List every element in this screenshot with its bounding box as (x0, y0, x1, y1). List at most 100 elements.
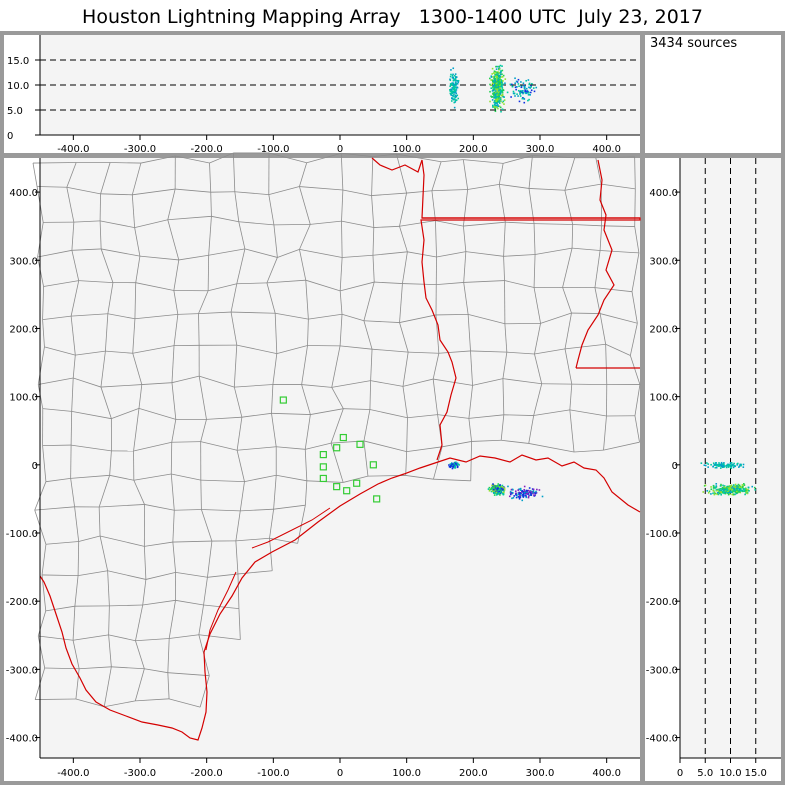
tick-label: 400.0 (592, 768, 621, 779)
lightning-source (491, 99, 494, 101)
lightning-source (454, 101, 457, 103)
county-line (203, 577, 208, 606)
county-line (305, 280, 309, 320)
county-line (301, 384, 332, 388)
lightning-source (501, 108, 504, 111)
county-line (505, 221, 535, 225)
county-line (372, 227, 375, 256)
county-line (233, 345, 238, 388)
county-line (171, 382, 177, 420)
county-line (369, 380, 372, 410)
county-line (109, 450, 112, 476)
lightning-source (743, 490, 746, 493)
lightning-source (502, 491, 505, 494)
lightning-source (501, 69, 504, 72)
county-line (370, 380, 404, 387)
county-line (98, 506, 101, 537)
lightning-source (522, 490, 524, 493)
lma-stations (279, 396, 381, 503)
county-line (372, 153, 397, 158)
county-line (72, 606, 76, 641)
lightning-source (499, 494, 501, 496)
tick-label: 10.0 (7, 81, 29, 92)
lightning-source (494, 107, 497, 110)
county-line (198, 313, 200, 346)
lightning-source (720, 463, 723, 466)
lightning-source (740, 487, 742, 490)
lightning-source (517, 95, 519, 97)
lightning-source (715, 488, 718, 491)
lightning-source (491, 67, 494, 70)
county-line (435, 220, 437, 258)
tick-label: 5.0 (7, 106, 23, 117)
county-line (431, 190, 436, 221)
lightning-source (721, 490, 724, 493)
county-line (231, 311, 276, 314)
lightning-source (450, 69, 452, 71)
county-line (139, 255, 179, 261)
lightning-source (541, 495, 544, 498)
lightning-source (700, 462, 703, 464)
lightning-source (499, 491, 502, 493)
lightning-source (717, 491, 720, 494)
lightning-source (516, 93, 518, 95)
county-line (238, 221, 274, 226)
lightning-source (499, 484, 501, 486)
lightning-source (742, 490, 744, 493)
lightning-source (449, 92, 452, 95)
county-line (305, 279, 341, 292)
county-line (134, 227, 141, 257)
county-line (109, 604, 143, 607)
lightning-source (721, 465, 724, 468)
lightning-source (734, 483, 737, 486)
county-line (399, 226, 408, 252)
lightning-source (723, 463, 725, 466)
lightning-source (451, 87, 454, 89)
lightning-source (496, 82, 499, 85)
lightning-source (728, 492, 730, 495)
lightning-source (515, 88, 517, 91)
county-line (562, 248, 573, 288)
lightning-source (453, 95, 455, 98)
lightning-source (456, 465, 459, 468)
figure-frame-left (0, 34, 4, 785)
lightning-source (517, 83, 520, 85)
lightning-source (734, 489, 736, 491)
lightning-source (519, 95, 522, 97)
lightning-source (491, 73, 493, 75)
lightning-source (513, 92, 516, 95)
lightning-source (527, 496, 530, 499)
county-line (173, 259, 180, 291)
county-line (208, 283, 237, 292)
lightning-source (500, 487, 503, 490)
lightning-source (728, 491, 730, 494)
lightning-source (741, 486, 744, 489)
lightning-source (497, 78, 500, 80)
county-line (468, 385, 473, 419)
tick-label: 0 (677, 768, 683, 779)
lightning-source (733, 487, 735, 489)
county-line (571, 312, 601, 314)
lightning-source (522, 96, 524, 99)
lightning-source (493, 494, 496, 496)
lightning-source (713, 464, 716, 466)
county-line (73, 634, 109, 641)
lightning-source (712, 462, 715, 465)
lightning-source (455, 89, 458, 91)
county-line (343, 408, 370, 410)
county-line (339, 314, 343, 346)
county-line (71, 248, 102, 251)
lightning-source (495, 81, 497, 84)
county-line (399, 220, 436, 227)
lightning-source (522, 82, 525, 85)
lightning-source (710, 488, 713, 491)
lightning-source (456, 79, 459, 82)
county-boundaries (32, 152, 641, 708)
lightning-source (721, 487, 723, 490)
county-line (634, 156, 636, 189)
county-line (174, 509, 202, 511)
lightning-source (494, 488, 497, 491)
county-line (206, 416, 242, 420)
lightning-source (716, 488, 719, 491)
lightning-source (715, 486, 717, 489)
